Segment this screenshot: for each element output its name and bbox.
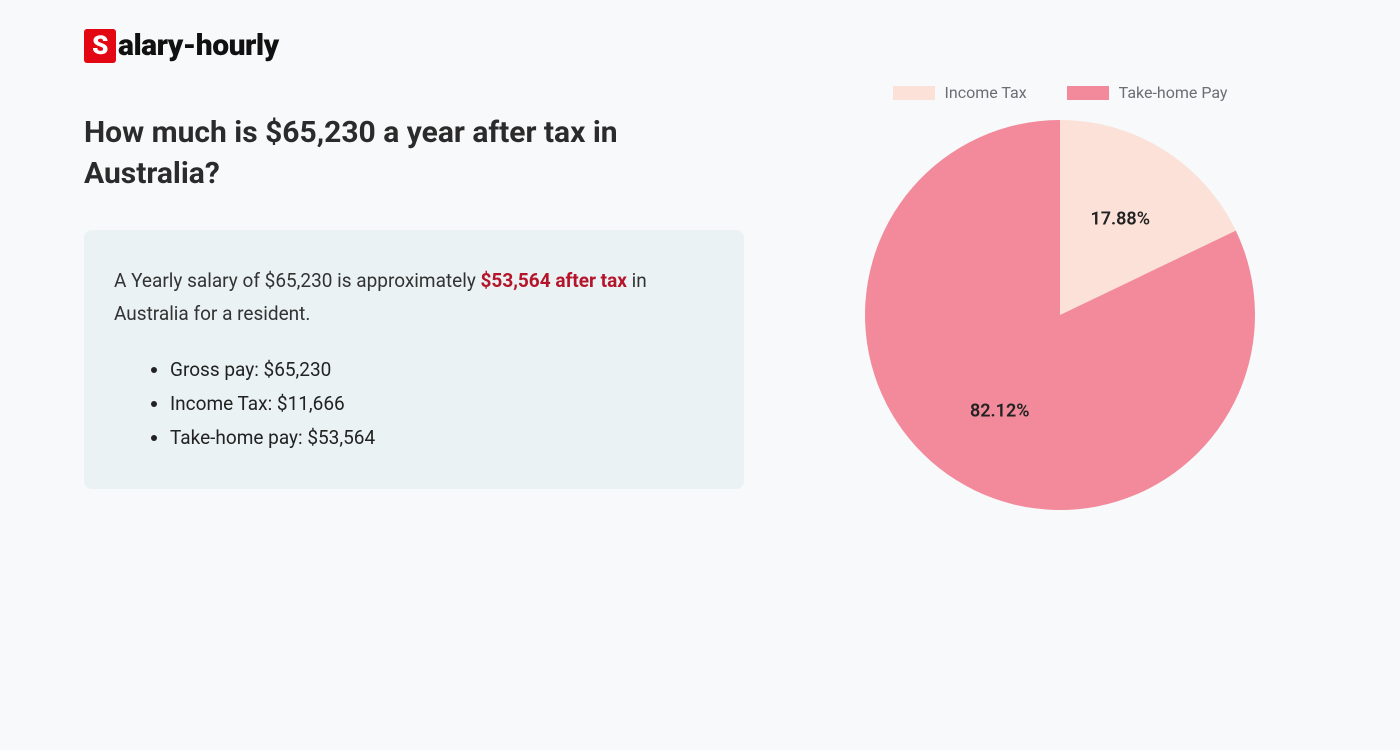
content-columns: How much is $65,230 a year after tax in … (84, 113, 1316, 510)
legend-item-take-home: Take-home Pay (1067, 83, 1228, 102)
legend-item-income-tax: Income Tax (893, 83, 1027, 102)
summary-prefix: A Yearly salary of $65,230 is approximat… (114, 269, 481, 292)
logo-badge: S (84, 29, 116, 63)
list-item: Take-home pay: $53,564 (170, 421, 714, 455)
details-list: Gross pay: $65,230 Income Tax: $11,666 T… (114, 353, 714, 456)
legend-label: Take-home Pay (1119, 83, 1228, 102)
list-item: Income Tax: $11,666 (170, 387, 714, 421)
right-column: Income Tax Take-home Pay 17.88% 82.12% (804, 83, 1316, 510)
pie-svg (865, 120, 1255, 510)
left-column: How much is $65,230 a year after tax in … (84, 113, 744, 489)
summary-box: A Yearly salary of $65,230 is approximat… (84, 230, 744, 489)
pie-slice-label: 17.88% (1090, 209, 1150, 230)
pie-slice-label: 82.12% (970, 400, 1030, 421)
site-logo: Salary-hourly (84, 28, 1316, 63)
logo-text: alary-hourly (118, 28, 279, 63)
legend-swatch (893, 86, 935, 100)
page-root: Salary-hourly How much is $65,230 a year… (0, 0, 1400, 510)
summary-highlight: $53,564 after tax (481, 269, 627, 292)
page-heading: How much is $65,230 a year after tax in … (84, 113, 744, 194)
summary-text: A Yearly salary of $65,230 is approximat… (114, 264, 714, 331)
list-item: Gross pay: $65,230 (170, 353, 714, 387)
chart-legend: Income Tax Take-home Pay (893, 83, 1228, 102)
legend-swatch (1067, 86, 1109, 100)
legend-label: Income Tax (945, 83, 1027, 102)
pie-chart: 17.88% 82.12% (865, 120, 1255, 510)
